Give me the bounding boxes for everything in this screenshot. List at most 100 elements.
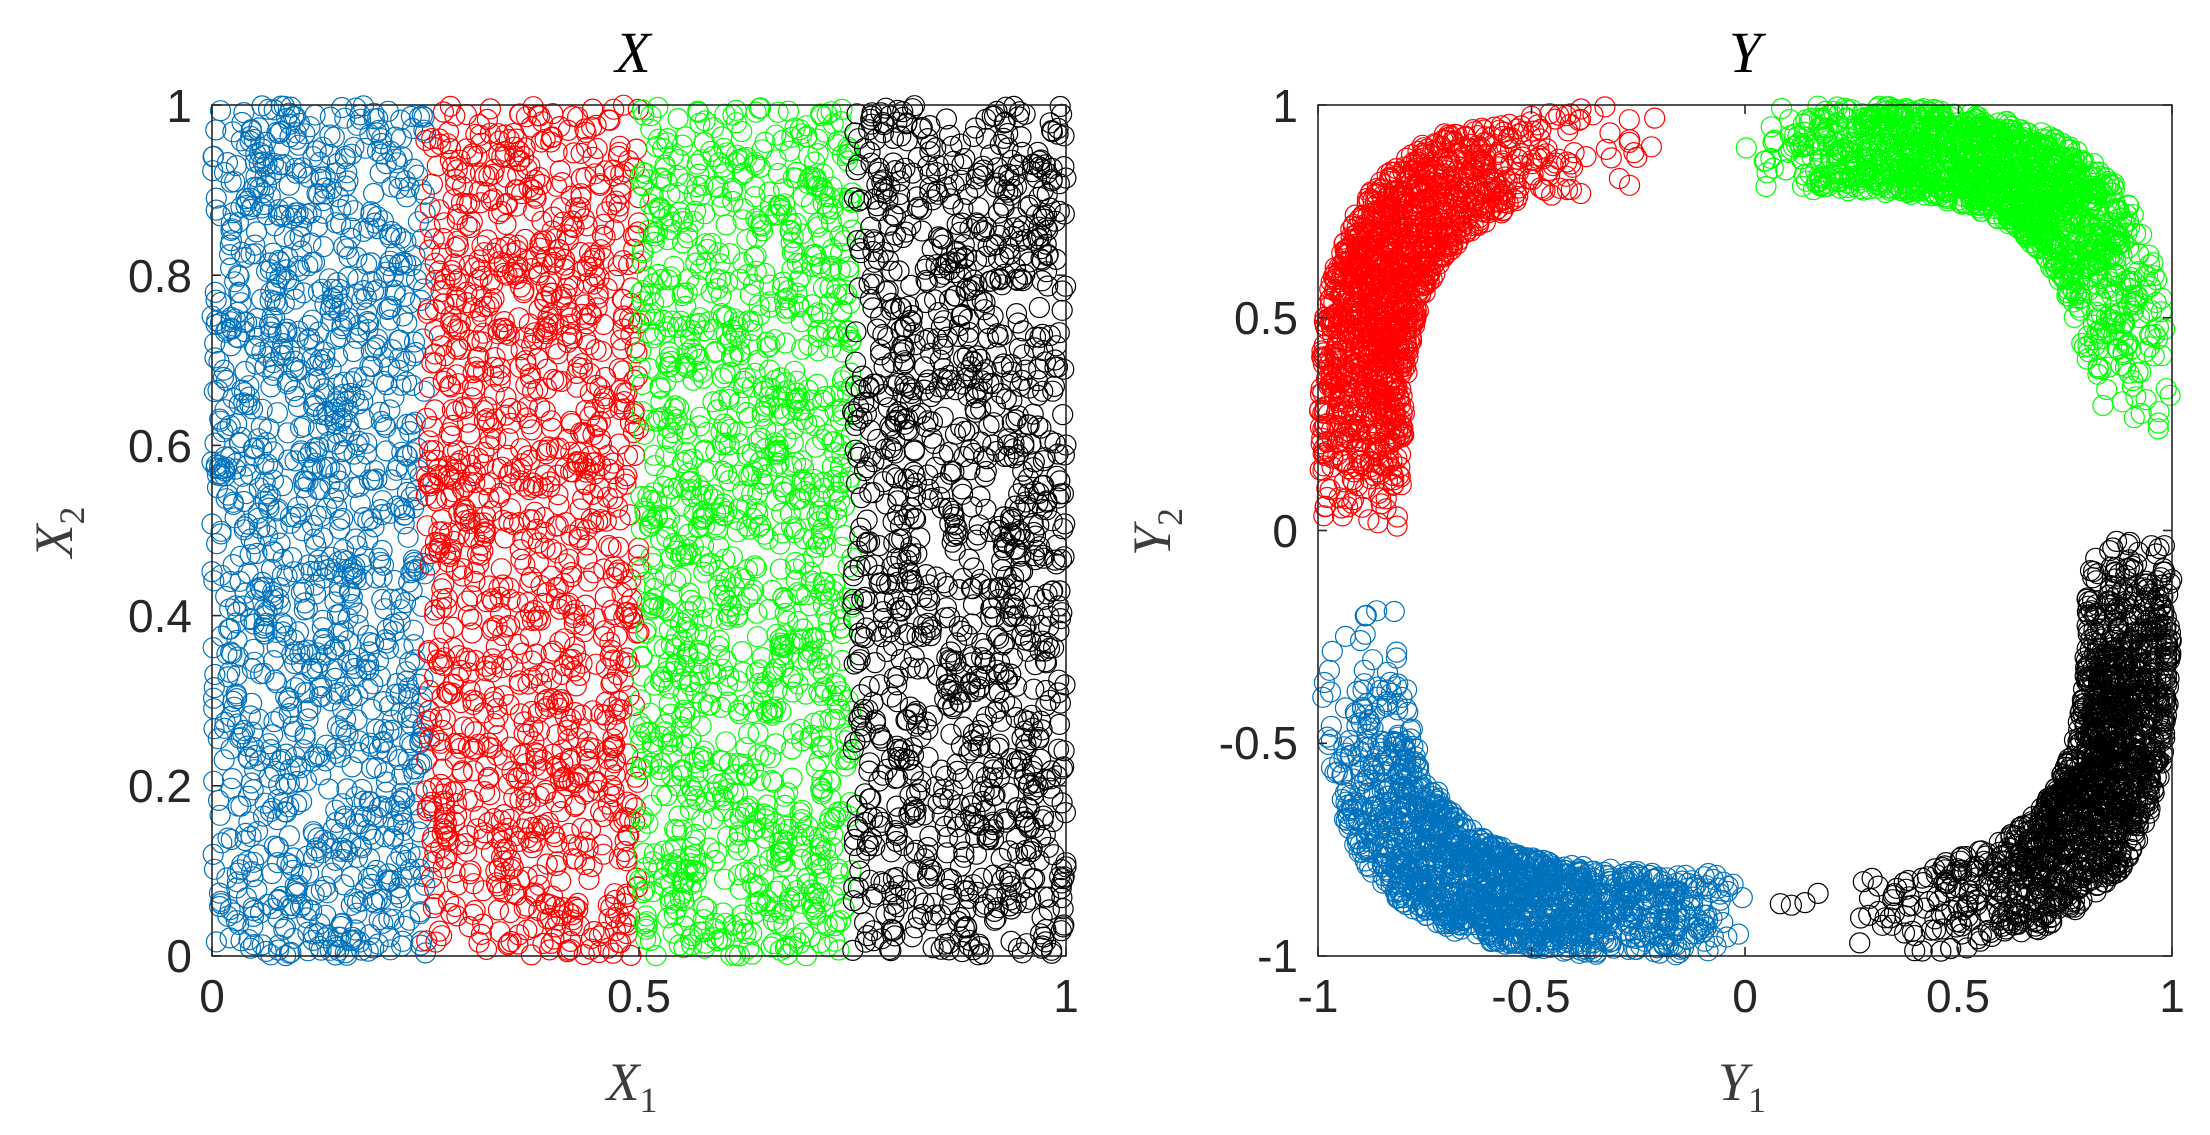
scatter-point	[600, 896, 622, 919]
scatter-point	[216, 456, 238, 478]
scatter-point	[224, 507, 246, 529]
scatter-point	[274, 801, 296, 823]
scatter-point	[263, 99, 285, 121]
scatter-point	[461, 608, 483, 630]
scatter-point	[458, 915, 480, 938]
scatter-point	[331, 293, 353, 315]
scatter-point	[203, 770, 225, 792]
scatter-point	[239, 198, 262, 221]
scatter-point	[357, 310, 379, 333]
scatter-point	[290, 417, 312, 439]
scatter-point	[220, 335, 242, 357]
scatter-point	[272, 791, 294, 814]
scatter-point	[369, 401, 391, 423]
scatter-point	[327, 373, 349, 395]
scatter-point	[359, 791, 381, 813]
scatter-point	[394, 591, 417, 614]
scatter-point	[377, 298, 399, 321]
scatter-point	[291, 562, 313, 584]
scatter-point	[204, 663, 226, 686]
scatter-point	[267, 907, 289, 929]
scatter-point	[239, 130, 261, 152]
scatter-point	[297, 940, 319, 962]
scatter-point	[301, 309, 323, 331]
scatter-point	[326, 936, 348, 958]
scatter-point	[432, 228, 454, 250]
scatter-point	[230, 930, 252, 952]
scatter-point	[356, 432, 378, 454]
scatter-point	[393, 812, 415, 835]
scatter-point	[369, 551, 392, 573]
scatter-point	[262, 723, 284, 746]
scatter-point	[263, 835, 285, 857]
scatter-point	[210, 520, 232, 542]
scatter-point	[311, 458, 333, 480]
scatter-point	[246, 221, 268, 243]
scatter-point	[589, 477, 611, 499]
scatter-point	[326, 715, 349, 737]
scatter-point	[370, 410, 392, 433]
scatter-point	[520, 944, 543, 966]
scatter-point	[252, 805, 275, 827]
scatter-point	[380, 140, 402, 162]
scatter-point	[347, 393, 369, 415]
scatter-point	[223, 902, 245, 924]
scatter-point	[382, 266, 404, 288]
scatter-point	[575, 739, 597, 762]
scatter-point	[244, 759, 266, 781]
scatter-point	[233, 382, 256, 404]
scatter-point	[271, 612, 293, 634]
scatter-point	[254, 792, 276, 814]
scatter-point	[205, 199, 227, 221]
scatter-point	[375, 153, 397, 175]
scatter-point	[291, 215, 313, 237]
scatter-point	[328, 575, 351, 597]
scatter-point	[245, 143, 267, 165]
scatter-point	[286, 882, 308, 905]
scatter-point	[366, 334, 389, 356]
scatter-point	[563, 896, 586, 918]
scatter-point	[268, 774, 290, 796]
scatter-point	[219, 244, 241, 266]
scatter-point	[278, 174, 300, 196]
scatter-point	[358, 641, 380, 663]
scatter-point	[325, 683, 347, 705]
scatter-point	[331, 793, 354, 815]
scatter-point	[213, 162, 236, 184]
scatter-point	[271, 748, 293, 771]
scatter-point	[231, 111, 253, 134]
scatter-point	[332, 848, 354, 870]
scatter-point	[212, 366, 234, 389]
scatter-point	[360, 252, 382, 274]
scatter-point	[257, 483, 279, 505]
scatter-point	[366, 328, 388, 350]
scatter-point	[348, 730, 370, 752]
scatter-point	[313, 627, 335, 650]
scatter-point	[341, 566, 363, 589]
scatter-point	[327, 386, 349, 408]
scatter-point	[329, 509, 351, 531]
scatter-point	[305, 535, 327, 557]
scatter-point	[358, 653, 380, 676]
scatter-point	[360, 735, 382, 757]
scatter-point	[410, 808, 432, 830]
scatter-point	[283, 380, 305, 402]
scatter-point	[366, 206, 388, 228]
scatter-point	[285, 506, 307, 529]
scatter-point	[205, 289, 227, 311]
scatter-point	[227, 264, 249, 286]
scatter-point	[364, 460, 386, 482]
scatter-point	[411, 228, 433, 250]
scatter-point	[230, 426, 252, 449]
scatter-point	[334, 735, 356, 757]
scatter-point	[219, 598, 241, 620]
scatter-point	[329, 518, 351, 540]
scatter-point	[391, 764, 413, 786]
scatter-point	[589, 410, 612, 432]
scatter-point	[297, 166, 319, 188]
scatter-point	[294, 592, 316, 614]
scatter-point	[255, 516, 277, 538]
scatter-point	[356, 651, 378, 673]
scatter-point	[400, 255, 422, 277]
scatter-point	[251, 437, 273, 459]
